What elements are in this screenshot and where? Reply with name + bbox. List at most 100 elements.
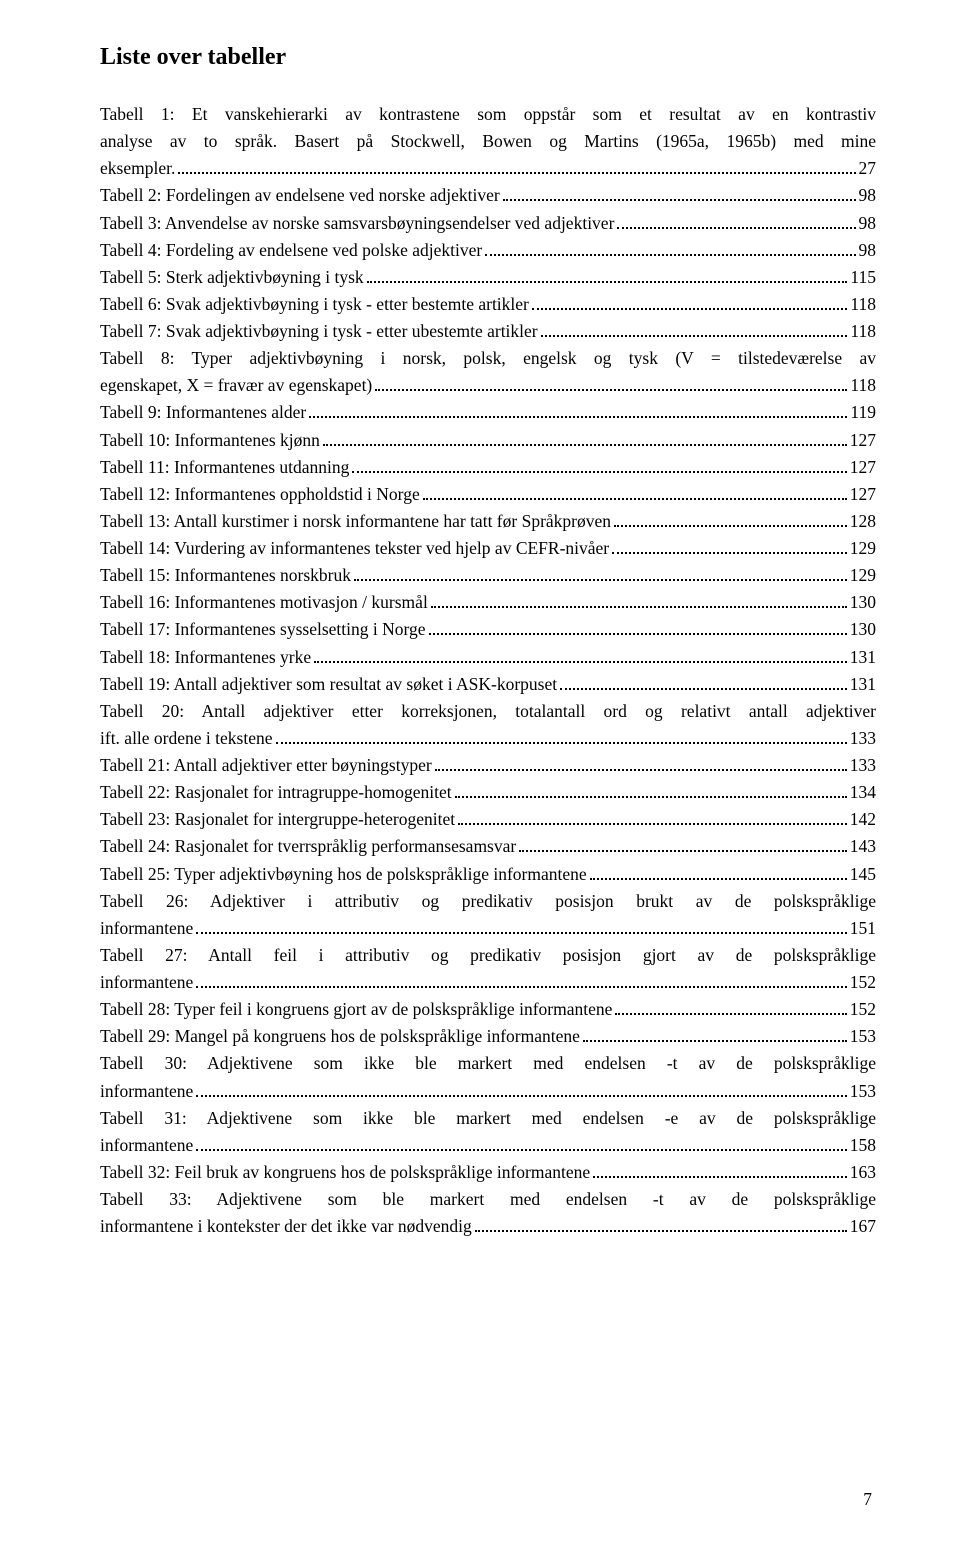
toc-leader-dots [276,742,847,744]
toc-entry: Tabell 15: Informantenes norskbruk 129 [100,562,876,589]
toc-entry-text: Tabell 23: Rasjonalet for intergruppe-he… [100,806,455,833]
toc-leader-dots [435,769,847,771]
toc-entry-text: Tabell 25: Typer adjektivbøyning hos de … [100,861,587,888]
toc-leader-dots [196,932,846,934]
toc-list: Tabell 1: Et vanskehierarki av kontraste… [100,101,876,1240]
toc-entry: Tabell 19: Antall adjektiver som resulta… [100,671,876,698]
toc-entry-line: Tabell 26: Adjektiver i attributiv og pr… [100,888,876,915]
toc-entry-page: 143 [850,833,876,860]
toc-entry: Tabell 32: Feil bruk av kongruens hos de… [100,1159,876,1186]
toc-entry: ift. alle ordene i tekstene 133 [100,725,876,752]
toc-entry-text: Tabell 18: Informantenes yrke [100,644,311,671]
page-title: Liste over tabeller [100,44,876,71]
toc-entry-page: 127 [850,481,876,508]
toc-entry: Tabell 9: Informantenes alder 119 [100,399,876,426]
toc-leader-dots [519,850,847,852]
toc-entry-page: 129 [850,562,876,589]
toc-entry-page: 115 [850,264,876,291]
toc-leader-dots [593,1176,847,1178]
toc-entry-line: Tabell 33: Adjektivene som ble markert m… [100,1186,876,1213]
toc-entry-page: 153 [850,1078,876,1105]
toc-entry-page: 153 [850,1023,876,1050]
toc-entry-page: 127 [850,454,876,481]
toc-entry: Tabell 23: Rasjonalet for intergruppe-he… [100,806,876,833]
toc-entry-page: 142 [850,806,876,833]
toc-entry: Tabell 6: Svak adjektivbøyning i tysk - … [100,291,876,318]
toc-entry: informantene i kontekster der det ikke v… [100,1213,876,1240]
toc-leader-dots [455,796,847,798]
toc-entry-text: Tabell 17: Informantenes sysselsetting i… [100,616,426,643]
toc-leader-dots [431,606,847,608]
toc-entry-page: 133 [850,725,876,752]
toc-entry: Tabell 29: Mangel på kongruens hos de po… [100,1023,876,1050]
toc-leader-dots [178,172,855,174]
toc-leader-dots [532,308,848,310]
toc-entry: informantene 151 [100,915,876,942]
toc-entry: Tabell 7: Svak adjektivbøyning i tysk - … [100,318,876,345]
toc-entry-text: Tabell 3: Anvendelse av norske samsvarsb… [100,210,614,237]
toc-entry-text: Tabell 32: Feil bruk av kongruens hos de… [100,1159,590,1186]
toc-entry-page: 129 [850,535,876,562]
toc-entry-text: Tabell 28: Typer feil i kongruens gjort … [100,996,612,1023]
toc-entry: Tabell 10: Informantenes kjønn 127 [100,427,876,454]
toc-leader-dots [541,335,848,337]
toc-entry: Tabell 5: Sterk adjektivbøyning i tysk 1… [100,264,876,291]
toc-entry-text: Tabell 13: Antall kurstimer i norsk info… [100,508,611,535]
toc-leader-dots [375,389,847,391]
toc-entry-text: Tabell 7: Svak adjektivbøyning i tysk - … [100,318,538,345]
toc-leader-dots [423,498,847,500]
toc-entry-page: 152 [850,996,876,1023]
toc-entry-text: Tabell 14: Vurdering av informantenes te… [100,535,609,562]
toc-leader-dots [196,1149,846,1151]
toc-entry-page: 118 [850,291,876,318]
toc-entry: Tabell 3: Anvendelse av norske samsvarsb… [100,210,876,237]
toc-entry: Tabell 2: Fordelingen av endelsene ved n… [100,182,876,209]
toc-entry-page: 128 [850,508,876,535]
toc-entry-page: 118 [850,372,876,399]
toc-entry-page: 98 [859,237,877,264]
toc-entry-line: Tabell 31: Adjektivene som ikke ble mark… [100,1105,876,1132]
toc-entry-page: 151 [850,915,876,942]
toc-entry-text: Tabell 12: Informantenes oppholdstid i N… [100,481,420,508]
toc-entry-text: Tabell 11: Informantenes utdanning [100,454,349,481]
toc-leader-dots [485,254,855,256]
document-page: Liste over tabeller Tabell 1: Et vanskeh… [0,0,960,1558]
toc-entry-text: Tabell 16: Informantenes motivasjon / ku… [100,589,428,616]
toc-entry: Tabell 24: Rasjonalet for tverrspråklig … [100,833,876,860]
toc-entry-page: 163 [850,1159,876,1186]
toc-entry: Tabell 13: Antall kurstimer i norsk info… [100,508,876,535]
toc-entry: eksempler. 27 [100,155,876,182]
toc-entry-page: 145 [850,861,876,888]
toc-entry-line: Tabell 27: Antall feil i attributiv og p… [100,942,876,969]
toc-entry-line: Tabell 8: Typer adjektivbøyning i norsk,… [100,345,876,372]
toc-entry-line: Tabell 20: Antall adjektiver etter korre… [100,698,876,725]
toc-entry: Tabell 14: Vurdering av informantenes te… [100,535,876,562]
toc-leader-dots [309,416,847,418]
toc-entry: Tabell 21: Antall adjektiver etter bøyni… [100,752,876,779]
toc-entry: Tabell 16: Informantenes motivasjon / ku… [100,589,876,616]
toc-leader-dots [352,471,846,473]
toc-entry-text: informantene [100,969,193,996]
toc-leader-dots [196,986,846,988]
toc-entry-page: 130 [850,589,876,616]
toc-entry-page: 118 [850,318,876,345]
toc-entry-page: 158 [850,1132,876,1159]
toc-leader-dots [612,552,847,554]
toc-entry-page: 130 [850,616,876,643]
toc-entry-text: Tabell 6: Svak adjektivbøyning i tysk - … [100,291,529,318]
toc-leader-dots [583,1040,847,1042]
toc-entry-text: informantene [100,915,193,942]
toc-entry: Tabell 11: Informantenes utdanning 127 [100,454,876,481]
toc-entry-text: eksempler. [100,155,175,182]
toc-entry: Tabell 18: Informantenes yrke 131 [100,644,876,671]
toc-entry: Tabell 28: Typer feil i kongruens gjort … [100,996,876,1023]
toc-entry-text: Tabell 22: Rasjonalet for intragruppe-ho… [100,779,452,806]
toc-entry-text: Tabell 19: Antall adjektiver som resulta… [100,671,557,698]
toc-leader-dots [458,823,847,825]
toc-leader-dots [354,579,847,581]
toc-entry-text: Tabell 15: Informantenes norskbruk [100,562,351,589]
toc-entry-text: Tabell 5: Sterk adjektivbøyning i tysk [100,264,364,291]
toc-entry-text: informantene [100,1132,193,1159]
toc-entry-text: Tabell 29: Mangel på kongruens hos de po… [100,1023,580,1050]
toc-leader-dots [314,661,847,663]
